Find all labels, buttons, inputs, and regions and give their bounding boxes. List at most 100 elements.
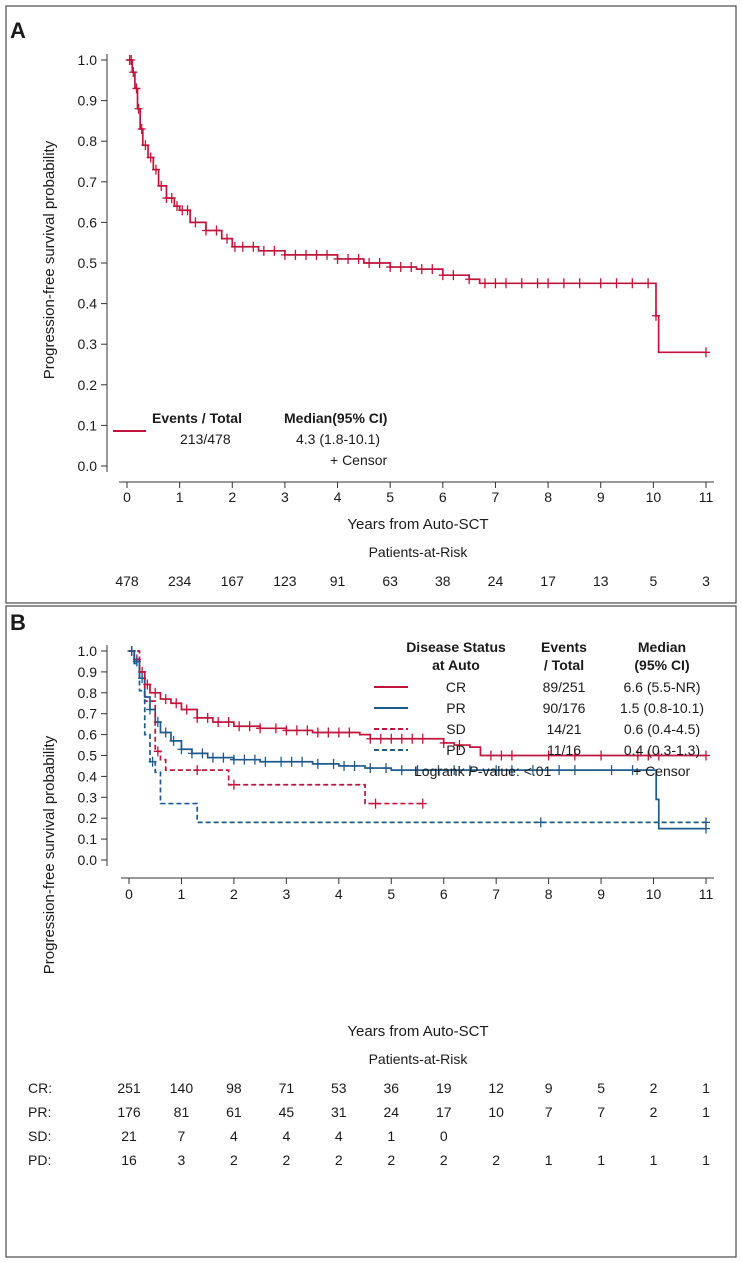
- panel-a-censor-mark: [129, 67, 138, 78]
- panel-b-risk-value: 176: [117, 1104, 141, 1120]
- panel-b-curve-pd: [129, 650, 706, 824]
- panel-a-censor-mark: [702, 347, 710, 358]
- panel-b-censor-mark: [161, 694, 170, 705]
- legend-a-censor-note: + Censor: [330, 452, 388, 468]
- legend-b-head-events-1: Events: [541, 639, 587, 655]
- panel-a-censor-mark: [134, 103, 143, 114]
- legend-b-head-events-2: / Total: [544, 657, 584, 673]
- panel-b-risk-value: 1: [702, 1152, 710, 1168]
- panel-b-risk-value: 31: [331, 1104, 347, 1120]
- panel-b-censor-mark: [597, 750, 606, 761]
- panel-b-censor-mark: [492, 765, 501, 776]
- panel-b-risk-table: CR: 251 140 98 71 53 36 19 12 9 5 2 1PR: 176 81 61 45 31 2…: [28, 1080, 710, 1168]
- panel-b-censor-mark: [256, 723, 265, 734]
- panel-a-y-axis-title: Progression-free survival probability: [41, 140, 58, 379]
- panel-b-risk-value: 1: [387, 1128, 395, 1144]
- panel-a-censor-mark: [173, 201, 182, 212]
- panel-a-censor-mark: [230, 241, 239, 252]
- panel-b-border: [5, 605, 737, 1258]
- panel-b-risk-value: 81: [174, 1104, 190, 1120]
- panel-b-censor-mark: [145, 704, 154, 715]
- panel-b-risk-value: 1: [545, 1152, 553, 1168]
- panel-a-y-tick-label: 0.3: [78, 336, 98, 352]
- panel-a-y-tick-label: 0.4: [78, 296, 98, 312]
- panel-b-censor-mark: [182, 704, 191, 715]
- panel-b-censor-mark: [382, 763, 391, 774]
- panel-a-legend: Events / Total Median(95% CI) 213/478 4.…: [113, 410, 388, 468]
- panel-b-censor-mark: [229, 779, 238, 790]
- panel-a-risk-value: 167: [221, 573, 245, 589]
- panel-b-risk-value: 2: [650, 1080, 658, 1096]
- legend-b-group-pd: PD: [446, 742, 465, 758]
- panel-b-censor-mark: [450, 765, 459, 776]
- panel-a-censor-mark: [201, 225, 210, 236]
- panel-b-censor-mark: [455, 740, 464, 751]
- panel-b-censor-mark: [702, 750, 710, 761]
- panel-b-risk-value: 1: [650, 1152, 658, 1168]
- legend-b-median-pd: 0.4 (0.3-1.3): [624, 742, 700, 758]
- panel-b-y-tick-label: 0.6: [78, 727, 98, 743]
- panel-b-y-tick-label: 0.8: [78, 685, 98, 701]
- panel-a-y-tick-label: 0.8: [78, 133, 98, 149]
- panel-a-censor-mark: [141, 140, 150, 151]
- panel-a-risk-value: 24: [488, 573, 504, 589]
- panel-b-risk-value: 1: [702, 1080, 710, 1096]
- panel-a-censor-mark: [259, 245, 268, 256]
- panel-b-censor-mark: [413, 765, 422, 776]
- panel-b-risk-value: 2: [282, 1152, 290, 1168]
- panel-a-censor-mark: [333, 253, 342, 264]
- panel-b-censor-mark: [345, 727, 354, 738]
- panel-b-censor-mark: [528, 765, 537, 776]
- panel-b-risk-value: 2: [650, 1104, 658, 1120]
- panel-a-x-tick-label: 6: [439, 489, 447, 505]
- panel-b-risk-value: 5: [597, 1080, 605, 1096]
- legend-a-head-events: Events / Total: [152, 410, 242, 426]
- panel-a-censor-mark: [449, 270, 458, 281]
- panel-b-censor-mark: [187, 748, 196, 759]
- panel-a-censor-mark: [127, 55, 136, 65]
- panel-a-axes: 0.0 0.1 0.2 0.3 0.4 0.5 0.6 0.7 0.8 0.9 1.0 0 1 2 3 4 5 6…: [78, 52, 714, 505]
- panel-b-risk-value: 3: [178, 1152, 186, 1168]
- panel-a-y-tick-label: 0.0: [78, 458, 98, 474]
- panel-b-censor-mark: [198, 748, 207, 759]
- panel-a-risk-value: 63: [382, 573, 398, 589]
- panel-b-risk-row-label: SD:: [28, 1128, 51, 1144]
- legend-b-head-status-1: Disease Status: [406, 639, 506, 655]
- panel-b-curves: [127, 646, 710, 834]
- panel-b-axes: 0.0 0.1 0.2 0.3 0.4 0.5 0.6 0.7 0.8 0.9 1.0 0 1 2 3 4 5 6…: [78, 643, 714, 902]
- panel-b-censor-mark: [350, 760, 359, 771]
- panel-a-x-tick-label: 9: [597, 489, 605, 505]
- panel-a-y-tick-label: 0.6: [78, 214, 98, 230]
- panel-a-censor-mark: [344, 253, 353, 264]
- panel-b-risk-value: 17: [436, 1104, 452, 1120]
- panel-a-y-tick-label: 0.1: [78, 417, 98, 433]
- panel-b-censor-mark: [397, 733, 406, 744]
- panel-b-x-tick-label: 7: [492, 886, 500, 902]
- panel-b-x-tick-label: 3: [282, 886, 290, 902]
- panel-a-risk-value: 17: [540, 573, 556, 589]
- panel-a-label: A: [10, 18, 26, 43]
- panel-a-y-tick-label: 1.0: [78, 52, 98, 68]
- panel-a-censor-mark: [651, 310, 660, 321]
- panel-a-censor-mark: [291, 249, 300, 260]
- panel-b-censor-mark: [544, 750, 553, 761]
- panel-b-risk-value: 2: [335, 1152, 343, 1168]
- panel-b-censor-mark: [153, 746, 162, 757]
- legend-b-events-sd: 14/21: [546, 721, 581, 737]
- legend-b-events-pd: 11/16: [547, 742, 581, 758]
- panel-a-censor-mark: [280, 249, 289, 260]
- panel-b-censor-mark: [465, 765, 474, 776]
- legend-a-median-value: 4.3 (1.8-10.1): [296, 431, 380, 447]
- panel-b-censor-mark: [570, 750, 579, 761]
- panel-a-y-tick-label: 0.9: [78, 93, 98, 109]
- panel-b-censor-mark: [203, 712, 212, 723]
- panel-a-x-tick-label: 0: [123, 489, 131, 505]
- panel-b-risk-value: 53: [331, 1080, 347, 1096]
- panel-b-risk-value: 10: [488, 1104, 504, 1120]
- panel-b-censor-mark: [277, 756, 286, 767]
- panel-a-censor-mark: [544, 278, 553, 289]
- panel-a-censor-mark: [212, 225, 221, 236]
- panel-b-curve-sd: [129, 650, 423, 805]
- panel-a-risk-value: 13: [593, 573, 609, 589]
- panel-b-censor-mark: [366, 763, 375, 774]
